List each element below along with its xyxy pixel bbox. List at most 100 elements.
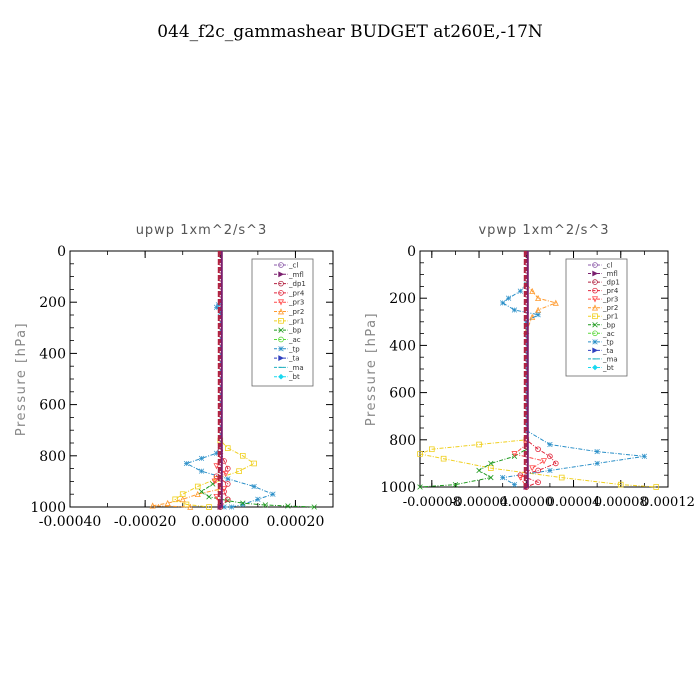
chart-0-legend-marker: [278, 290, 284, 296]
chart-1-xtick-label: 0.00004: [547, 495, 601, 510]
chart-1-ytick-label: 600: [389, 386, 416, 402]
chart-1-series-point: [594, 448, 600, 455]
chart-0-series-point: [240, 500, 246, 506]
chart-1-series-point: [552, 299, 559, 306]
chart-1-legend-label: _ma: [602, 355, 618, 363]
page-title: 044_f2c_gammashear BUDGET at260E,-17N: [157, 22, 543, 42]
chart-1-series-point: [547, 441, 553, 448]
chart-1-legend-marker: [591, 304, 599, 311]
chart-0-legend-marker: [278, 336, 284, 343]
chart-0-series-point: [183, 460, 190, 467]
chart-1-legend-marker: [592, 339, 598, 345]
chart-0-legend-label: _pr4: [288, 289, 305, 297]
chart-0-series-point: [187, 503, 194, 510]
chart-0-ytick-label: 400: [39, 346, 66, 362]
chart-1-series-point: [488, 465, 494, 471]
chart-1-series-point: [452, 481, 459, 488]
chart-0-xtick-label: 0.00020: [266, 514, 324, 530]
chart-1-legend-label: _mfl: [602, 270, 618, 278]
chart-1-legend-marker: [592, 364, 598, 371]
chart-1-series-point: [505, 295, 512, 301]
chart-0-legend-marker: [278, 346, 284, 352]
chart-0-series-point: [206, 504, 212, 510]
chart-0-series-point: [213, 463, 220, 470]
chart-0-legend-marker: [278, 271, 285, 278]
chart-1-ylabel: Pressure [hPa]: [364, 312, 379, 426]
chart-1-series-point: [417, 451, 423, 457]
chart-0-legend-marker: [277, 299, 285, 306]
chart-1-ytick-label: 200: [389, 291, 416, 307]
chart-0-series-point: [224, 445, 231, 451]
chart-0-legend-marker: [278, 355, 285, 361]
chart-1-series-point: [547, 467, 553, 474]
chart-1-series-point: [476, 467, 482, 474]
chart-1-series-point: [553, 460, 559, 467]
chart-0-ytick-label: 200: [39, 295, 66, 311]
chart-0-series-point: [194, 483, 201, 490]
chart-1-series-line: [501, 251, 645, 486]
chart-1-legend-marker: [592, 330, 598, 337]
chart-1-series-line: [518, 251, 557, 488]
chart-1-legend-label: _dp1: [602, 279, 620, 287]
chart-1-series-point: [535, 479, 541, 486]
chart-0-legend-box: [251, 258, 314, 387]
chart-1-series-line: [418, 251, 657, 488]
chart-1-legend-label: _pr4: [602, 287, 619, 295]
chart-0-legend-label: _dp1: [288, 280, 306, 288]
chart-1-legend-label: _pr2: [602, 304, 618, 312]
chart-0-series-point: [240, 452, 246, 459]
chart-0-series-point: [225, 497, 231, 504]
chart-1-legend-label: _pr1: [602, 313, 618, 321]
chart-1-legend-marker: [592, 270, 599, 277]
chart-0-series-point: [198, 488, 205, 495]
chart-0-legend-label: _ta: [288, 355, 300, 363]
chart-0-ytick-label: 1000: [30, 500, 66, 516]
chart-1-ytick-label: 1000: [380, 480, 416, 496]
chart-0: upwp 1xm^2/s^3 Pressure [hPa] 0 200 400 600 80…: [14, 223, 334, 530]
chart-1-legend-label: _ac: [602, 330, 615, 338]
chart-1-xtick-label: 0.00008: [594, 495, 648, 510]
chart-0-series-point: [240, 501, 246, 508]
chart-0-ytick-label: 600: [39, 398, 66, 414]
chart-1-legend-marker: [592, 322, 598, 328]
chart-0-series-point: [221, 504, 227, 510]
chart-0-legend-label: _ma: [288, 364, 304, 372]
chart-0-series-line: [152, 251, 221, 508]
chart-0-series-point: [222, 470, 229, 478]
chart-1-series-point: [511, 451, 518, 458]
chart-0-series-point: [179, 491, 186, 497]
chart-0-legend-label: _pr3: [288, 299, 304, 307]
chart-1-ytick-label: 0: [407, 244, 416, 260]
chart-0-series-point: [251, 483, 257, 490]
chart-1-series-point: [529, 287, 536, 294]
chart-0-series-point: [172, 496, 179, 503]
chart-1-series-point: [417, 484, 423, 490]
chart-0-legend-marker: [277, 308, 285, 315]
chart-1-series-point: [488, 460, 494, 467]
chart-0-series-point: [311, 504, 317, 510]
chart-0-ytick-label: 800: [39, 449, 66, 465]
chart-0-xtick-label: 0.00000: [191, 514, 249, 530]
chart-0-series-point: [255, 496, 261, 502]
chart-0-series-point: [225, 476, 231, 482]
chart-1-legend-box: [565, 258, 628, 377]
chart-1: vpwp 1xm^2/s^3 Pressure [hPa] 0 200 400 600 80…: [364, 223, 695, 510]
chart-1-series-point: [476, 441, 482, 448]
chart-1-legend-label: _ta: [602, 347, 614, 355]
chart-0-series-point: [149, 502, 156, 509]
chart-1-series-point: [535, 312, 541, 318]
chart-1-series-point: [535, 294, 542, 301]
chart-0-legend-label: _ac: [288, 336, 301, 344]
chart-0-legend-marker: [278, 280, 284, 287]
chart-0-legend-marker: [278, 262, 284, 268]
chart-1-legend-label: _bt: [602, 364, 614, 372]
chart-1-series-point: [547, 453, 553, 460]
chart-0-series-point: [198, 468, 205, 474]
chart-0-legend-label: _mfl: [288, 271, 304, 279]
chart-0-series-point: [217, 309, 223, 316]
chart-1-series-point: [517, 474, 524, 481]
chart-1-xtick-label: 0.00012: [641, 495, 695, 510]
chart-1-series-point: [558, 474, 565, 481]
chart-1-series-point: [488, 474, 494, 481]
